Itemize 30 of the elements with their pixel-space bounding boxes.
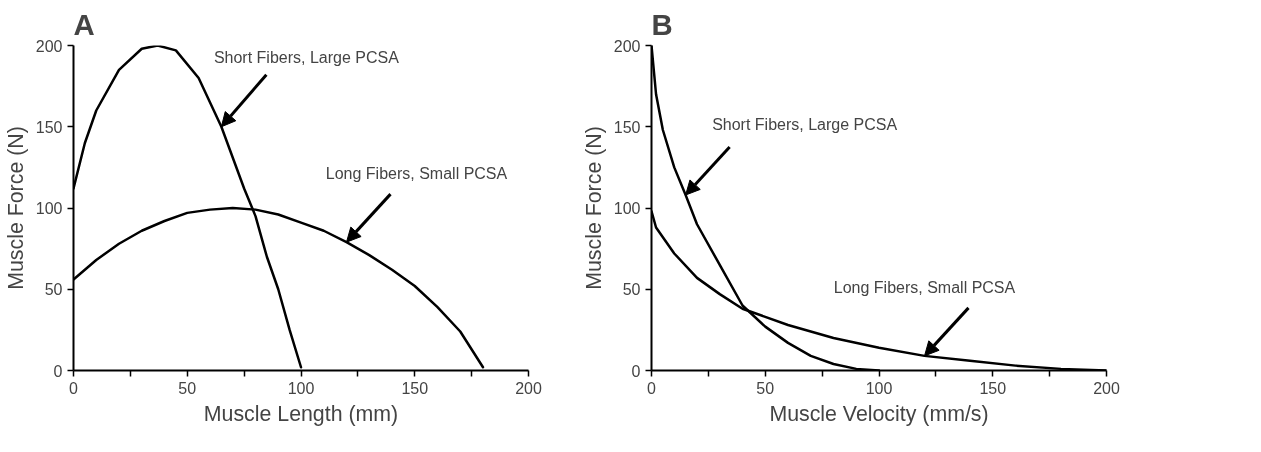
annotation: Long Fibers, Small PCSA xyxy=(833,278,1016,296)
x-tick-label: 0 xyxy=(647,379,657,397)
x-tick-label: 200 xyxy=(1093,379,1120,397)
x-tick-label: 0 xyxy=(69,379,79,397)
x-tick-label: 200 xyxy=(515,379,542,397)
annotation: Short Fibers, Large PCSA xyxy=(712,116,898,133)
y-tick-label: 0 xyxy=(631,362,641,380)
chart-title: A xyxy=(73,7,95,41)
annotation: Long Fibers, Small PCSA xyxy=(325,165,508,183)
y-tick-label: 200 xyxy=(613,37,641,55)
y-axis-title: Muscle Force (N) xyxy=(581,126,606,290)
chart-title: B xyxy=(651,7,673,41)
y-tick-label: 50 xyxy=(44,281,63,299)
x-tick-label: 150 xyxy=(401,379,429,397)
x-tick-label: 100 xyxy=(287,379,315,397)
y-tick-label: 0 xyxy=(53,362,63,380)
y-tick-label: 100 xyxy=(35,200,63,217)
x-axis-title: Muscle Velocity (mm/s) xyxy=(769,401,989,426)
y-tick-label: 50 xyxy=(622,281,641,299)
y-tick-label: 200 xyxy=(35,37,63,55)
y-tick-label: 150 xyxy=(35,118,63,136)
x-tick-label: 50 xyxy=(756,379,775,397)
y-axis-title: Muscle Force (N) xyxy=(3,126,28,290)
y-tick-label: 100 xyxy=(613,200,641,217)
x-tick-label: 50 xyxy=(178,379,197,397)
x-tick-label: 100 xyxy=(865,379,893,397)
annotation: Short Fibers, Large PCSA xyxy=(213,48,400,66)
x-tick-label: 150 xyxy=(979,379,1007,397)
y-tick-label: 150 xyxy=(613,118,641,136)
x-axis-title: Muscle Length (mm) xyxy=(203,401,399,426)
